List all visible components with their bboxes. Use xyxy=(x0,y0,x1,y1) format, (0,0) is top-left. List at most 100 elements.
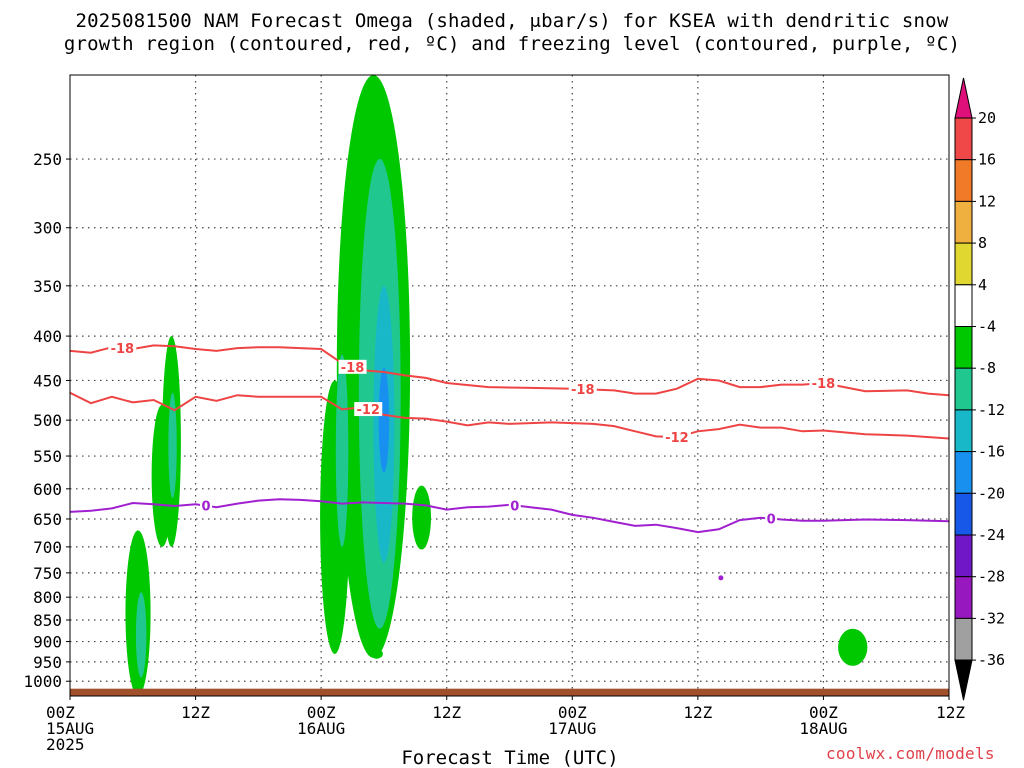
contour-label-1-0: -12 xyxy=(356,403,380,418)
contour-label-2-2: 0 xyxy=(767,513,776,528)
title-line-2: growth region (contoured, red, ºC) and f… xyxy=(63,33,961,55)
title-line-1: 2025081500 NAM Forecast Omega (shaded, μ… xyxy=(75,10,949,32)
colorbar-segment-9 xyxy=(954,451,973,494)
colorbar-label-2: 12 xyxy=(978,192,996,210)
y-tick-label-650: 650 xyxy=(33,510,62,529)
colorbar-segment-1 xyxy=(954,117,973,161)
plot-frame xyxy=(69,74,950,697)
contour-label-0-0: -18 xyxy=(111,342,135,357)
colorbar-label-12: -32 xyxy=(978,609,1005,627)
colorbar-segment-2 xyxy=(954,159,973,202)
y-tick-label-750: 750 xyxy=(33,564,62,583)
contour-line-0 xyxy=(70,344,949,397)
contour-line-1 xyxy=(70,391,949,440)
colorbar-label-0: 20 xyxy=(978,109,996,127)
x-tick-label-0-0: 00Z xyxy=(46,703,75,722)
credit-link[interactable]: coolwx.com/models xyxy=(826,744,995,763)
x-tick-label-0-1: 15AUG xyxy=(46,719,94,738)
y-tick-label-250: 250 xyxy=(33,150,62,169)
y-tick-label-700: 700 xyxy=(33,538,62,557)
contour-label-bg-0-3 xyxy=(809,375,838,390)
contour-label-bg-2-0 xyxy=(200,498,213,513)
colorbar-segment-12 xyxy=(954,576,973,619)
y-tick-label-600: 600 xyxy=(33,480,62,499)
colorbar-segment-7 xyxy=(954,367,973,411)
y-tick-label-800: 800 xyxy=(33,588,62,607)
colorbar-segment-13 xyxy=(954,617,973,661)
contour-label-bg-0-2 xyxy=(568,382,597,397)
contour-label-bg-0-0 xyxy=(108,341,137,356)
y-tick-label-850: 850 xyxy=(33,611,62,630)
x-tick-label-24-0: 00Z xyxy=(307,703,336,722)
isolated-point-0 xyxy=(718,575,724,581)
contour-label-2-0: 0 xyxy=(202,500,211,515)
contour-label-bg-2-1 xyxy=(508,498,521,513)
colorbar-label-3: 8 xyxy=(978,234,987,252)
colorbar-segment-5 xyxy=(954,284,973,327)
grid xyxy=(70,75,949,696)
omega-blob-3-0 xyxy=(378,367,390,473)
x-tick-label-60-0: 12Z xyxy=(683,703,712,722)
contours: -18 -18 -18 -18 -12 -12 0 0 0 xyxy=(70,341,949,581)
contour-label-1-1: -12 xyxy=(665,431,689,446)
x-tick-label-12-0: 12Z xyxy=(181,703,210,722)
colorbar-segment-8 xyxy=(954,409,973,453)
axes: 250 300 350 400 450 500 550 600 650 700 750 800 850 9… xyxy=(23,74,965,754)
y-tick-label-900: 900 xyxy=(33,633,62,652)
contour-label-0-1: -18 xyxy=(341,361,365,376)
colorbar-bottom-triangle xyxy=(954,659,973,701)
x-tick-label-72-1: 18AUG xyxy=(799,719,847,738)
x-tick-label-36-0: 12Z xyxy=(432,703,461,722)
omega-blob-1-0 xyxy=(135,592,147,678)
colorbar-segment-11 xyxy=(954,534,973,578)
omega-blob-1-1 xyxy=(168,392,177,499)
x-tick-label-72-0: 00Z xyxy=(809,703,838,722)
y-tick-label-300: 300 xyxy=(33,219,62,238)
contour-label-bg-2-2 xyxy=(765,511,778,526)
contour-label-bg-0-1 xyxy=(338,359,367,374)
colorbar-label-13: -36 xyxy=(978,651,1005,669)
colorbar-segment-6 xyxy=(954,326,973,369)
x-tick-label-24-1: 16AUG xyxy=(297,719,345,738)
contour-label-0-3: -18 xyxy=(812,377,836,392)
omega-blob-0-7 xyxy=(838,628,868,666)
contour-label-2-1: 0 xyxy=(510,499,519,514)
colorbar-label-11: -28 xyxy=(978,568,1005,586)
colorbar-label-4: 4 xyxy=(978,276,987,294)
colorbar-label-8: -16 xyxy=(978,443,1005,461)
y-tick-label-400: 400 xyxy=(33,327,62,346)
x-tick-label-48-0: 00Z xyxy=(558,703,587,722)
colorbar-segment-3 xyxy=(954,200,973,244)
x-axis-title: Forecast Time (UTC) xyxy=(401,747,618,768)
colorbar-label-5: -4 xyxy=(978,318,996,336)
terrain-band xyxy=(70,688,949,696)
terrain-band-rect xyxy=(70,688,949,696)
y-tick-label-500: 500 xyxy=(33,411,62,430)
omega-blob-0-6 xyxy=(370,648,383,659)
colorbar-label-10: -24 xyxy=(978,526,1005,544)
colorbar-label-1: 16 xyxy=(978,151,996,169)
contour-label-bg-1-1 xyxy=(662,430,691,445)
omega-shading xyxy=(125,75,868,696)
y-tick-label-450: 450 xyxy=(33,371,62,390)
y-tick-label-1000: 1000 xyxy=(23,672,62,691)
contour-label-bg-1-0 xyxy=(354,402,383,417)
colorbar-label-9: -20 xyxy=(978,484,1005,502)
colorbar-segment-10 xyxy=(954,492,973,536)
colorbar-segment-4 xyxy=(954,242,973,286)
chart-title: 2025081500 NAM Forecast Omega (shaded, μ… xyxy=(0,10,1024,56)
y-tick-label-350: 350 xyxy=(33,277,62,296)
omega-blob-1-2 xyxy=(335,354,349,547)
omega-blob-0-5 xyxy=(412,485,432,550)
y-tick-label-950: 950 xyxy=(33,653,62,672)
x-tick-label-0-2: 2025 xyxy=(46,735,85,754)
y-tick-label-550: 550 xyxy=(33,447,62,466)
colorbar-top-triangle xyxy=(954,77,973,119)
colorbar-label-6: -8 xyxy=(978,359,996,377)
x-tick-label-48-1: 17AUG xyxy=(548,719,596,738)
colorbar-label-7: -12 xyxy=(978,401,1005,419)
colorbar: 20 16 12 8 4 -4 -8 -12 -16 -20 -24 -28 -32 -36 xyxy=(954,77,1005,701)
x-tick-label-84-0: 12Z xyxy=(936,703,965,722)
contour-label-0-2: -18 xyxy=(571,383,595,398)
